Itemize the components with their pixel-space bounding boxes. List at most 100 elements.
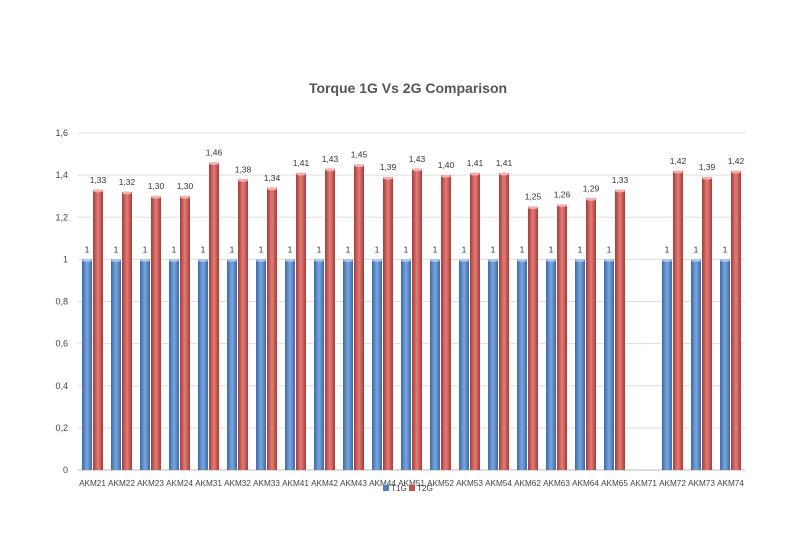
bar-cap: [499, 172, 509, 176]
bar-t2g: [93, 189, 103, 470]
bar-cap: [198, 258, 208, 262]
bar-t1g: [169, 259, 179, 470]
data-label: 1,45: [351, 150, 368, 160]
bar-t1g: [546, 259, 556, 470]
bar-cap: [557, 204, 567, 208]
bar-cap: [720, 258, 730, 262]
bar-cap: [517, 258, 527, 262]
bar-t1g: [227, 259, 237, 470]
y-tick-label: 1,2: [55, 212, 68, 222]
data-label: 1: [462, 244, 467, 254]
bar-cap: [296, 172, 306, 176]
data-label: 1: [201, 244, 206, 254]
bar-cap: [691, 258, 701, 262]
bar-t1g: [111, 259, 121, 470]
bar-cap: [459, 258, 469, 262]
y-tick-label: 1,6: [55, 128, 68, 138]
bar-cap: [227, 258, 237, 262]
y-tick-label: 0,4: [55, 381, 68, 391]
x-tick-label: AKM51: [398, 479, 425, 488]
bar-cap: [470, 172, 480, 176]
data-label: 1,30: [148, 181, 165, 191]
data-label: 1,39: [380, 162, 397, 172]
bar-t1g: [604, 259, 614, 470]
x-tick-label: AKM54: [485, 479, 512, 488]
bar-cap: [209, 161, 219, 165]
bar-t2g: [441, 175, 451, 470]
bar-t2g: [412, 168, 422, 470]
bar-cap: [488, 258, 498, 262]
y-tick-label: 0,2: [55, 423, 68, 433]
bar-t2g: [383, 177, 393, 470]
x-tick-label: AKM72: [659, 479, 686, 488]
x-tick-label: AKM64: [572, 479, 599, 488]
data-label: 1: [143, 244, 148, 254]
data-label: 1,41: [467, 158, 484, 168]
bar-cap: [528, 206, 538, 210]
data-label: 1,29: [583, 183, 600, 193]
bar-t1g: [430, 259, 440, 470]
bar-cap: [93, 189, 103, 193]
data-label: 1: [114, 244, 119, 254]
bar-t1g: [401, 259, 411, 470]
x-tick-label: AKM21: [79, 479, 106, 488]
bar-t1g: [372, 259, 382, 470]
bar-cap: [343, 258, 353, 262]
chart-title: Torque 1G Vs 2G Comparison: [309, 80, 507, 96]
x-tick-label: AKM53: [456, 479, 483, 488]
bar-t1g: [488, 259, 498, 470]
bar-cap: [111, 258, 121, 262]
data-label: 1: [404, 244, 409, 254]
data-label: 1,43: [322, 154, 339, 164]
x-tick-label: AKM23: [137, 479, 164, 488]
bar-cap: [702, 176, 712, 180]
x-tick-label: AKM32: [224, 479, 251, 488]
data-label: 1,25: [525, 192, 542, 202]
data-label: 1: [694, 244, 699, 254]
data-label: 1: [288, 244, 293, 254]
y-tick-label: 0,6: [55, 339, 68, 349]
bar-cap: [401, 258, 411, 262]
bar-t2g: [122, 191, 132, 470]
x-tick-label: AKM42: [311, 479, 338, 488]
data-label: 1,32: [119, 177, 136, 187]
bar-cap: [314, 258, 324, 262]
data-label: 1: [723, 244, 728, 254]
bar-t1g: [285, 259, 295, 470]
bar-t1g: [314, 259, 324, 470]
x-tick-label: AKM41: [282, 479, 309, 488]
bar-cap: [673, 170, 683, 174]
bar-cap: [354, 164, 364, 168]
bar-t2g: [731, 170, 741, 470]
bar-cap: [267, 187, 277, 191]
y-tick-label: 0,8: [55, 297, 68, 307]
bar-t1g: [459, 259, 469, 470]
bar-cap: [122, 191, 132, 195]
data-label: 1,38: [235, 164, 252, 174]
data-label: 1,33: [90, 175, 107, 185]
bar-t2g: [238, 179, 248, 470]
bar-t2g: [702, 177, 712, 470]
bar-cap: [441, 174, 451, 178]
bar-t1g: [691, 259, 701, 470]
y-tick-label: 0: [63, 465, 68, 475]
data-label: 1,39: [699, 162, 716, 172]
x-tick-label: AKM43: [340, 479, 367, 488]
data-label: 1: [230, 244, 235, 254]
data-label: 1: [259, 244, 264, 254]
bar-cap: [372, 258, 382, 262]
bar-t1g: [140, 259, 150, 470]
data-label: 1: [85, 244, 90, 254]
bar-cap: [731, 170, 741, 174]
x-tick-label: AKM62: [514, 479, 541, 488]
bar-t2g: [557, 204, 567, 471]
legend-swatch-t1g: [383, 485, 389, 491]
bar-cap: [140, 258, 150, 262]
x-tick-label: AKM73: [688, 479, 715, 488]
bar-t2g: [296, 173, 306, 471]
data-label: 1: [491, 244, 496, 254]
bar-t2g: [354, 164, 364, 470]
bar-t2g: [528, 206, 538, 470]
